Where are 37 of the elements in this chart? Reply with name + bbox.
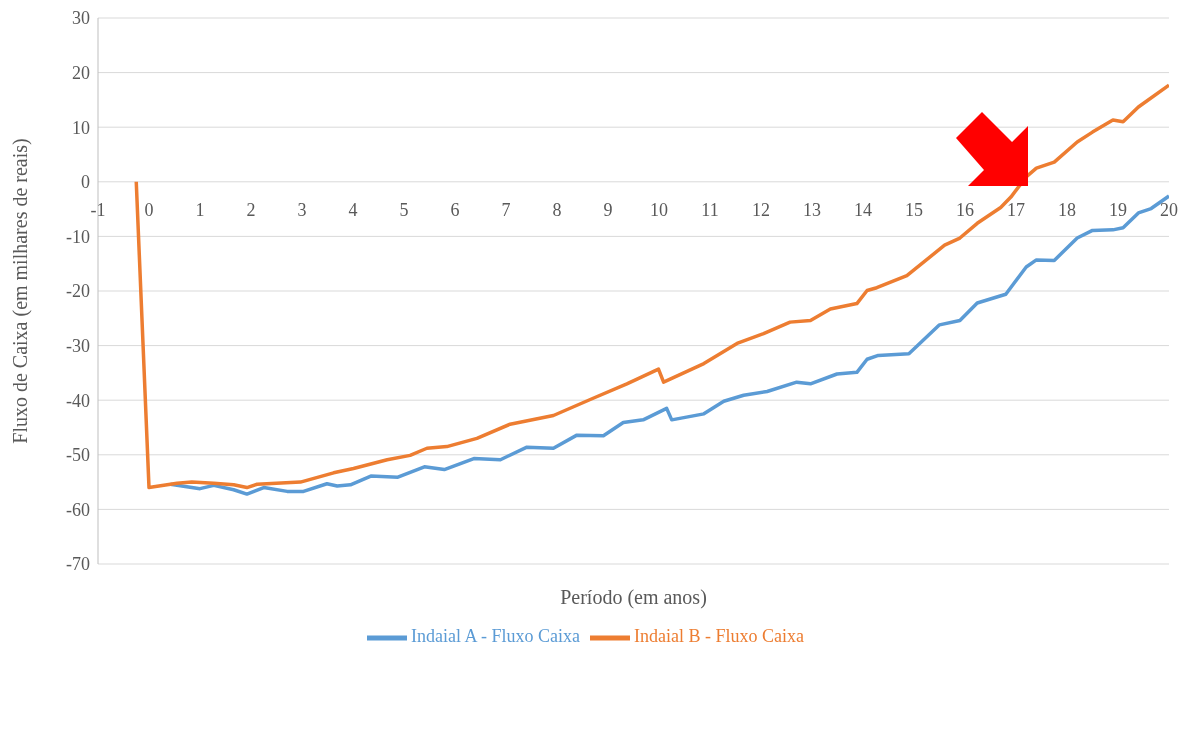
x-tick-label: 9 xyxy=(603,200,613,220)
x-tick-label: 16 xyxy=(956,200,974,220)
y-tick-label: -40 xyxy=(66,390,90,411)
x-axis-title: Período (em anos) xyxy=(560,586,707,609)
y-tick-label: -30 xyxy=(66,335,90,356)
y-tick-label: 10 xyxy=(72,117,90,138)
y-tick-label: -10 xyxy=(66,226,90,247)
y-tick-label: 0 xyxy=(81,172,90,193)
x-tick-label: 15 xyxy=(905,200,923,220)
x-tick-label: 2 xyxy=(246,200,256,220)
x-tick-label: 7 xyxy=(501,200,511,220)
x-tick-label: 18 xyxy=(1058,200,1076,220)
legend-label: Indaial A - Fluxo Caixa xyxy=(411,626,580,647)
x-tick-label: 11 xyxy=(701,200,719,220)
x-tick-label: 10 xyxy=(650,200,668,220)
y-tick-label: -70 xyxy=(66,554,90,575)
x-tick-label: 17 xyxy=(1007,200,1025,220)
x-tick-label: 19 xyxy=(1109,200,1127,220)
x-tick-label: 12 xyxy=(752,200,770,220)
x-tick-label: 4 xyxy=(348,200,358,220)
y-tick-label: -50 xyxy=(66,445,90,466)
x-tick-label: 20 xyxy=(1160,200,1178,220)
x-tick-label: 6 xyxy=(450,200,460,220)
x-tick-label: 1 xyxy=(195,200,205,220)
x-tick-label: 14 xyxy=(854,200,872,220)
x-tick-label: 3 xyxy=(297,200,307,220)
x-tick-label: 13 xyxy=(803,200,821,220)
y-tick-label: 30 xyxy=(72,8,90,29)
x-tick-label: -1 xyxy=(90,200,106,220)
x-tick-label: 8 xyxy=(552,200,562,220)
y-tick-label: -20 xyxy=(66,281,90,302)
y-tick-label: -60 xyxy=(66,499,90,520)
y-tick-label: 20 xyxy=(72,62,90,83)
legend-label: Indaial B - Fluxo Caixa xyxy=(634,626,804,647)
y-axis-title: Fluxo de Caixa (em milhares de reais) xyxy=(9,138,33,444)
x-tick-label: 0 xyxy=(144,200,154,220)
x-tick-label: 5 xyxy=(399,200,409,220)
